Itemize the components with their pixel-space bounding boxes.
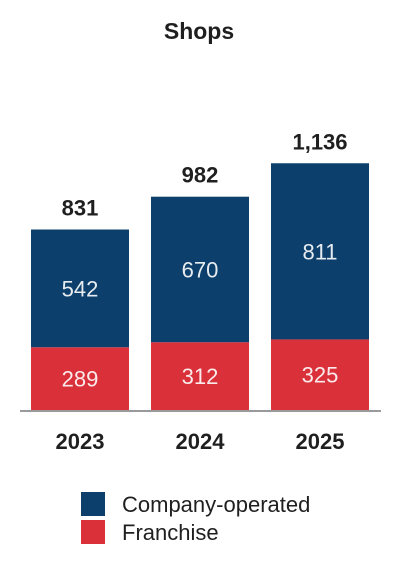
x-axis-ticks: 2023 2024 2025	[56, 429, 345, 454]
bar-franchise-2025	[271, 339, 369, 410]
bar-franchise-2024	[151, 342, 249, 410]
total-label-2025: 1,136	[292, 129, 347, 154]
bar-company-operated-2024	[151, 196, 249, 343]
bars-group: 289 542 831 312 670 982 325 811 1,136	[31, 129, 369, 410]
data-label-company-operated-2023: 542	[62, 276, 99, 301]
legend: Company-operated Franchise	[81, 492, 310, 545]
data-label-company-operated-2024: 670	[182, 257, 219, 282]
x-tick-label-2025: 2025	[296, 429, 345, 454]
legend-label-company-operated: Company-operated	[122, 492, 310, 517]
data-label-franchise-2024: 312	[182, 364, 219, 389]
legend-swatch-franchise	[81, 520, 105, 544]
data-label-franchise-2023: 289	[62, 367, 99, 392]
total-label-2024: 982	[182, 163, 219, 188]
legend-label-franchise: Franchise	[122, 520, 219, 545]
data-label-franchise-2025: 325	[302, 363, 339, 388]
x-tick-label-2024: 2024	[176, 429, 226, 454]
legend-swatch-company-operated	[81, 492, 105, 516]
bar-franchise-2023	[31, 347, 129, 410]
data-label-company-operated-2025: 811	[302, 239, 337, 264]
chart-title: Shops	[164, 18, 234, 44]
bar-company-operated-2023	[31, 229, 129, 348]
x-tick-label-2023: 2023	[56, 429, 105, 454]
total-label-2023: 831	[62, 196, 99, 221]
bar-company-operated-2025	[271, 163, 369, 340]
